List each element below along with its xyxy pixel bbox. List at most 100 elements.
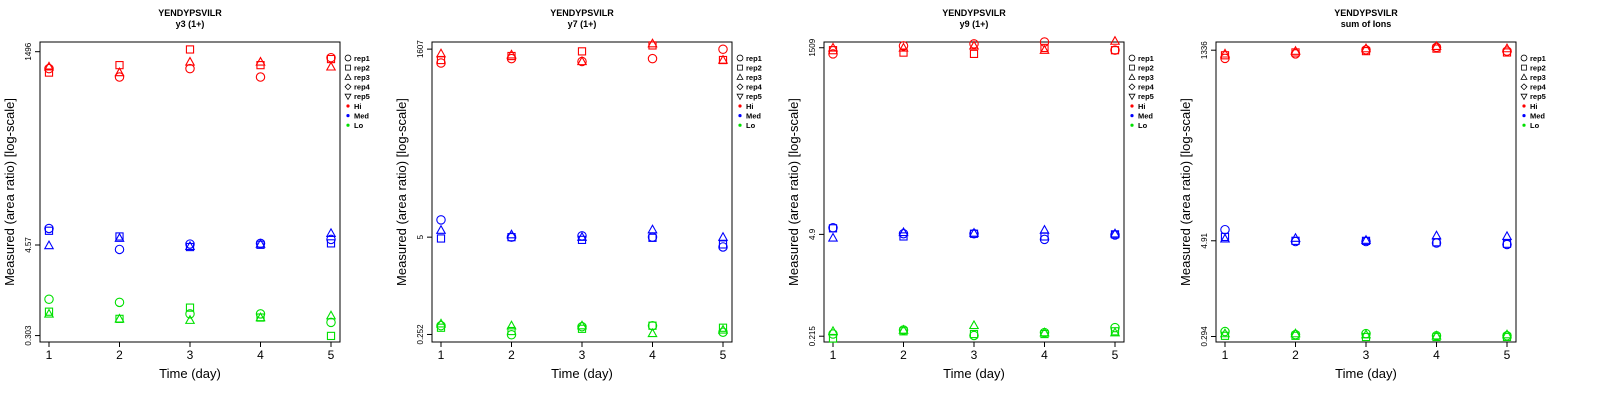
y-tick-label: 0.252	[416, 324, 425, 345]
data-point-hi-rep1	[1220, 53, 1230, 64]
data-point-med-rep2	[326, 239, 336, 248]
data-point-lo-rep3	[435, 318, 447, 328]
x-tick-label: 4	[1041, 348, 1048, 362]
legend-label: rep1	[1138, 54, 1154, 63]
data-point-hi-rep3	[1290, 45, 1301, 55]
data-point-med-rep3	[827, 232, 839, 242]
data-point-hi-rep3	[435, 48, 447, 58]
data-point-hi-rep1	[1431, 42, 1442, 53]
legend-label: rep1	[746, 54, 762, 63]
legend-dot-hi	[738, 104, 742, 108]
data-point-med-rep2	[969, 229, 979, 238]
data-point-med-rep3	[968, 227, 980, 237]
plot-frame	[1215, 41, 1517, 343]
data-point-hi-rep3	[968, 40, 980, 50]
legend-dot-hi	[1522, 104, 1526, 108]
y-tick-label: 4.57	[24, 237, 33, 253]
data-point-hi-rep3	[827, 42, 839, 52]
data-point-hi-rep1	[647, 53, 658, 64]
legend-label: Hi	[746, 102, 754, 111]
data-point-lo-rep1	[969, 330, 979, 341]
data-point-med-rep1	[718, 242, 728, 252]
data-point-hi-rep3	[325, 61, 337, 71]
data-point-lo-rep1	[44, 294, 54, 304]
legend-label: rep1	[354, 54, 370, 63]
data-point-med-rep3	[898, 226, 909, 237]
legend-label: rep5	[1530, 92, 1546, 101]
y-tick-label: 0.294	[1200, 326, 1209, 347]
data-point-lo-rep3	[1039, 327, 1050, 337]
legend-label: rep2	[1138, 63, 1154, 72]
data-point-hi-rep2	[507, 51, 516, 61]
legend-label: rep4	[1138, 83, 1155, 92]
data-point-hi-rep2	[899, 48, 908, 57]
legend-marker-rep2	[1521, 64, 1527, 71]
x-tick-label: 3	[579, 348, 586, 362]
data-point-lo-rep1	[1110, 322, 1120, 333]
legend-label: Med	[1530, 111, 1545, 120]
data-point-lo-rep1	[506, 329, 517, 340]
legend-dot-med	[1130, 114, 1134, 118]
data-point-lo-rep3	[717, 324, 729, 334]
chart-subtitle: y7 (1+)	[568, 19, 597, 29]
chart-subtitle: y9 (1+)	[960, 19, 989, 29]
x-tick-label: 5	[1112, 348, 1119, 362]
y-tick-label: 5	[416, 234, 425, 239]
data-point-lo-rep3	[506, 320, 517, 330]
data-point-med-rep3	[576, 231, 588, 241]
legend-marker-rep3	[1520, 73, 1528, 80]
data-point-med-rep2	[718, 240, 728, 249]
legend-label: rep3	[1530, 73, 1546, 82]
legend-label: Hi	[1530, 102, 1538, 111]
legend-dot-med	[738, 114, 742, 118]
data-point-med-rep2	[1361, 236, 1371, 245]
y-axis-label: Measured (area ratio) [log-scale]	[2, 98, 17, 286]
chart-title: YENDYPSVILR	[942, 8, 1006, 18]
legend-marker-rep2	[1129, 64, 1135, 71]
data-point-med-rep3	[1219, 233, 1231, 243]
data-point-hi-rep3	[255, 56, 266, 66]
data-point-med-rep3	[1501, 230, 1513, 241]
legend-label: rep3	[746, 73, 762, 82]
data-point-hi-rep2	[577, 47, 587, 56]
data-point-lo-rep3	[1109, 327, 1121, 337]
x-tick-label: 4	[1433, 348, 1440, 362]
data-point-med-rep1	[114, 244, 125, 255]
data-point-hi-rep1	[969, 39, 979, 49]
legend-dot-med	[346, 114, 350, 118]
data-point-lo-rep3	[255, 312, 266, 322]
x-tick-label: 3	[187, 348, 194, 362]
data-point-hi-rep3	[1219, 48, 1231, 58]
data-point-hi-rep1	[1110, 45, 1120, 55]
legend-marker-rep1	[1128, 54, 1136, 62]
legend-label: rep4	[746, 83, 763, 92]
data-point-hi-rep2	[1040, 43, 1049, 53]
legend-dot-med	[1522, 114, 1526, 118]
data-point-lo-rep1	[255, 309, 266, 319]
x-tick-label: 1	[438, 348, 445, 362]
y-tick-label: 0.303	[24, 325, 33, 346]
legend-marker-rep4	[1520, 83, 1528, 91]
data-point-hi-rep3	[506, 49, 517, 59]
data-point-lo-rep1	[185, 309, 195, 319]
data-point-lo-rep2	[185, 303, 195, 312]
legend-marker-rep1	[344, 54, 352, 62]
legend-dot-lo	[738, 123, 742, 127]
data-point-hi-rep3	[1501, 43, 1513, 53]
data-point-lo-rep3	[827, 325, 839, 335]
data-point-med-rep2	[899, 232, 908, 241]
legend-label: Med	[1138, 111, 1153, 120]
legend-label: Med	[746, 111, 761, 120]
x-tick-label: 2	[508, 348, 515, 362]
y-tick-label: 1509	[808, 38, 817, 56]
legend-label: rep2	[1530, 63, 1546, 72]
data-point-med-rep2	[44, 226, 54, 235]
y-tick-label: 1496	[24, 42, 33, 60]
data-point-med-rep3	[647, 224, 658, 234]
data-point-lo-rep1	[1220, 326, 1230, 337]
data-point-hi-rep3	[647, 38, 658, 48]
data-point-lo-rep3	[43, 308, 55, 318]
